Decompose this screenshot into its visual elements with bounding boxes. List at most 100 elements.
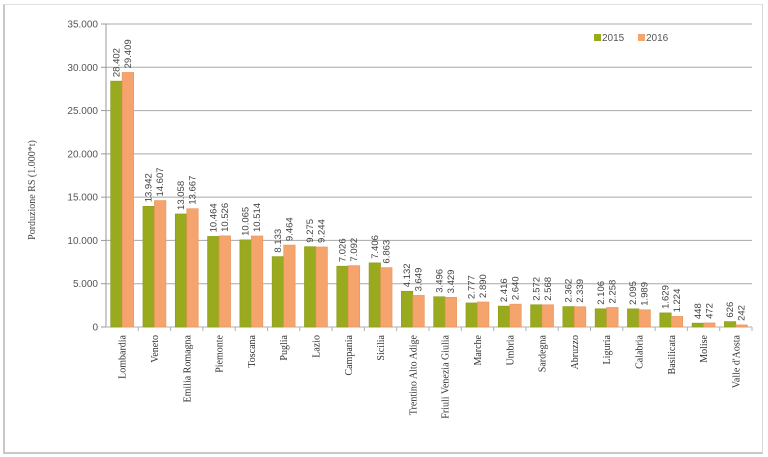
- value-label: 8.133: [273, 229, 284, 253]
- value-label: 13.942: [144, 173, 155, 202]
- bar-2015: [368, 262, 381, 328]
- value-label: 2.106: [596, 281, 607, 305]
- bar-2016: [444, 297, 457, 328]
- value-label: 2.362: [564, 279, 575, 303]
- value-label: 3.649: [414, 268, 425, 292]
- value-label: 10.464: [208, 203, 219, 232]
- bar-2015: [627, 308, 640, 328]
- bar-2016: [218, 235, 231, 328]
- bar-2015: [497, 305, 511, 328]
- value-label: 2.258: [607, 280, 618, 304]
- value-label: 4.132: [402, 263, 413, 287]
- bar-2016: [606, 307, 619, 328]
- value-label: 9.244: [317, 219, 328, 243]
- bar-2016: [541, 304, 554, 328]
- x-tick-label: Toscana: [247, 334, 258, 367]
- value-label: 472: [704, 303, 715, 319]
- x-tick-label: Emilia Romagna: [182, 334, 193, 402]
- bar-2015: [304, 246, 317, 328]
- value-label: 13.667: [188, 176, 199, 205]
- x-tick-label: Calabria: [634, 334, 645, 368]
- value-label: 2.572: [531, 277, 542, 301]
- bar-2016: [477, 301, 490, 328]
- x-tick-label: Trentino Alto Adige: [408, 334, 419, 415]
- y-tick-label: 10.000: [67, 236, 98, 247]
- bar-2015: [594, 308, 607, 328]
- value-label: 1.989: [640, 282, 651, 306]
- value-label: 448: [693, 303, 704, 319]
- legend-swatch-2015: [594, 34, 601, 41]
- bar-2016: [186, 208, 199, 328]
- value-label: 10.526: [220, 203, 231, 232]
- bar-2016: [412, 295, 425, 328]
- y-axis-title: Porduzione RS (1.000*t): [27, 140, 38, 240]
- bar-2016: [154, 200, 167, 328]
- value-label: 2.640: [511, 276, 522, 300]
- chart-frame: [3, 4, 763, 454]
- x-tick-label: Liguria: [602, 334, 613, 364]
- bar-2016: [670, 316, 684, 328]
- bar-2016: [283, 244, 296, 328]
- value-label: 7.092: [349, 238, 360, 262]
- bar-2016: [251, 235, 264, 328]
- x-tick-label: Sardegna: [538, 334, 549, 372]
- bar-2016: [315, 246, 328, 328]
- x-tick-label: Piemonte: [215, 334, 226, 372]
- bar-2015: [659, 312, 672, 328]
- x-tick-label: Marche: [473, 334, 484, 365]
- x-tick-label: Puglia: [279, 334, 290, 360]
- x-tick-label: Lombardia: [118, 334, 129, 378]
- bar-2015: [530, 304, 543, 328]
- value-label: 2.095: [628, 281, 639, 305]
- bar-2016: [735, 324, 748, 328]
- value-label: 29.409: [123, 39, 134, 68]
- bar-2015: [110, 80, 123, 328]
- value-label: 3.496: [434, 269, 445, 293]
- bar-2015: [174, 213, 188, 328]
- x-tick-label: Friuli Venezia Giulia: [441, 334, 452, 418]
- value-label: 2.890: [478, 274, 489, 298]
- bar-2015: [271, 256, 284, 328]
- bar-2015: [724, 321, 737, 328]
- bar-2015: [142, 206, 155, 328]
- value-label: 2.339: [575, 279, 586, 303]
- x-tick-label: Basilicata: [667, 334, 678, 374]
- y-tick-label: 20.000: [67, 149, 98, 160]
- value-label: 28.402: [111, 48, 122, 77]
- value-label: 242: [737, 305, 748, 321]
- x-tick-label: Sicilia: [376, 334, 387, 360]
- value-label: 2.777: [467, 275, 478, 299]
- value-label: 9.464: [284, 217, 295, 241]
- bar-2016: [509, 303, 522, 328]
- value-label: 7.406: [370, 235, 381, 259]
- bar-2015: [207, 236, 220, 328]
- x-tick-label: Lazio: [311, 335, 322, 358]
- value-label: 6.863: [381, 240, 392, 264]
- x-tick-label: Umbria: [505, 334, 516, 365]
- bar-2015: [336, 265, 349, 328]
- y-tick-label: 15.000: [67, 193, 98, 204]
- value-label: 2.416: [499, 278, 510, 302]
- value-label: 14.607: [155, 167, 166, 196]
- value-label: 9.275: [305, 219, 316, 243]
- x-tick-label: Molise: [699, 334, 710, 362]
- value-label: 10.514: [252, 203, 263, 232]
- x-tick-label: Abruzzo: [570, 335, 581, 369]
- bar-2015: [433, 296, 446, 328]
- bar-2016: [638, 309, 651, 328]
- bar-2016: [347, 265, 361, 328]
- bar-2015: [691, 322, 704, 328]
- value-label: 7.026: [338, 238, 349, 262]
- legend-label-2016: 2016: [646, 33, 669, 44]
- legend-swatch-2016: [638, 34, 645, 41]
- y-tick-label: 30.000: [67, 63, 98, 74]
- legend-label-2015: 2015: [602, 33, 625, 44]
- bar-2016: [380, 267, 393, 328]
- bar-2015: [562, 306, 575, 328]
- value-label: 2.568: [543, 277, 554, 301]
- value-label: 13.058: [176, 181, 187, 210]
- x-tick-label: Campania: [344, 334, 355, 375]
- bar-2015: [465, 302, 478, 328]
- value-label: 10.065: [241, 207, 252, 236]
